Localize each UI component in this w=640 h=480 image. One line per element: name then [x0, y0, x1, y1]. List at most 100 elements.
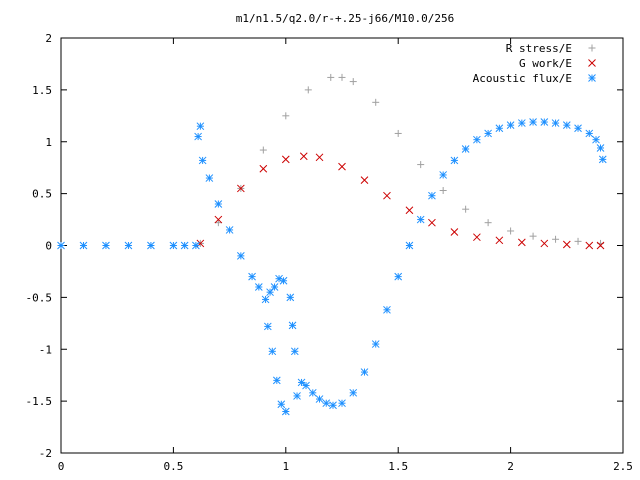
- y-tick-label: -0.5: [26, 291, 53, 304]
- data-point: [124, 241, 133, 250]
- data-point: [254, 283, 263, 291]
- data-point: [286, 293, 295, 302]
- y-tick-label: 0: [45, 240, 52, 253]
- data-point: [596, 241, 605, 250]
- legend-label: Acoustic flux/E: [473, 72, 572, 85]
- data-point: [529, 118, 537, 126]
- data-point: [383, 191, 391, 200]
- data-point: [281, 407, 290, 416]
- data-point: [405, 241, 414, 250]
- data-point: [308, 388, 317, 397]
- data-point: [484, 219, 492, 227]
- data-point: [315, 153, 324, 162]
- data-point: [495, 124, 504, 133]
- data-point: [268, 347, 277, 356]
- data-point: [349, 388, 358, 397]
- data-point: [484, 129, 492, 138]
- data-point: [394, 129, 402, 137]
- y-tick-label: -1.5: [26, 395, 53, 408]
- data-point: [360, 176, 369, 184]
- data-point: [598, 155, 607, 164]
- y-tick-label: 1: [45, 136, 52, 149]
- data-point: [225, 226, 234, 234]
- y-tick-label: 2: [45, 32, 52, 45]
- legend: R stress/E G work/E Acoustic flux/E: [473, 42, 596, 85]
- plot-frame: [60, 37, 624, 454]
- data-point: [169, 241, 178, 250]
- data-point: [574, 124, 582, 133]
- data-point: [261, 295, 270, 304]
- series-1: [196, 152, 605, 250]
- data-point: [194, 132, 202, 141]
- data-point: [248, 272, 256, 281]
- data-point: [338, 162, 346, 171]
- data-point: [192, 241, 200, 250]
- data-point: [439, 171, 448, 179]
- axes: 0 0.5 1 1.5 2 2.5 2 1.5 1 0.5 0 -0.5 -1 -1.5 -2: [26, 32, 633, 473]
- data-point: [263, 322, 272, 331]
- data-point: [282, 112, 290, 120]
- data-point: [290, 347, 299, 356]
- data-point: [180, 241, 189, 250]
- data-point: [102, 241, 110, 250]
- data-point: [383, 305, 391, 314]
- data-point: [371, 340, 380, 348]
- x-tick-label: 2: [507, 460, 514, 473]
- data-point: [540, 118, 549, 126]
- x-tick-label: 0.5: [163, 460, 183, 473]
- legend-marker: [588, 44, 596, 52]
- data-point: [507, 227, 515, 235]
- data-point: [552, 235, 560, 243]
- data-point: [205, 174, 214, 182]
- data-point: [214, 219, 222, 227]
- data-point: [450, 228, 459, 236]
- data-point: [394, 272, 403, 281]
- data-point: [540, 239, 549, 248]
- data-point: [592, 135, 600, 144]
- data-point: [417, 161, 425, 169]
- data-point: [304, 86, 312, 94]
- data-point: [585, 241, 594, 250]
- data-point: [147, 241, 155, 250]
- data-point: [450, 156, 459, 165]
- y-tick-label: 0.5: [32, 188, 52, 201]
- data-point: [428, 218, 436, 227]
- data-point: [562, 121, 571, 130]
- data-point: [473, 135, 481, 144]
- data-point: [315, 395, 324, 403]
- data-point: [562, 240, 571, 249]
- series-0: [196, 73, 605, 247]
- data-point: [214, 200, 223, 208]
- data-point: [506, 121, 515, 130]
- y-tick-label: 1.5: [32, 84, 52, 97]
- data-point: [293, 392, 301, 400]
- data-point: [428, 191, 436, 200]
- data-point: [495, 236, 504, 245]
- data-point: [529, 232, 537, 240]
- x-tick-label: 2.5: [613, 460, 633, 473]
- data-series: [57, 73, 607, 416]
- data-point: [270, 283, 279, 291]
- legend-label: G work/E: [519, 57, 572, 70]
- legend-label: R stress/E: [506, 42, 572, 55]
- series-2: [57, 118, 607, 416]
- legend-marker: [588, 74, 596, 82]
- legend-marker: [588, 59, 596, 67]
- data-point: [259, 164, 268, 173]
- data-point: [349, 78, 357, 86]
- data-point: [277, 400, 286, 409]
- data-point: [461, 145, 470, 153]
- data-point: [416, 215, 425, 224]
- data-point: [574, 237, 582, 245]
- data-point: [338, 399, 346, 408]
- data-point: [198, 156, 207, 165]
- data-point: [302, 381, 310, 390]
- y-tick-label: -2: [39, 447, 52, 460]
- data-point: [259, 146, 267, 154]
- data-point: [462, 205, 470, 213]
- x-tick-label: 1: [282, 460, 289, 473]
- data-point: [596, 144, 605, 152]
- data-point: [517, 238, 526, 247]
- y-tick-label: -1: [39, 343, 52, 356]
